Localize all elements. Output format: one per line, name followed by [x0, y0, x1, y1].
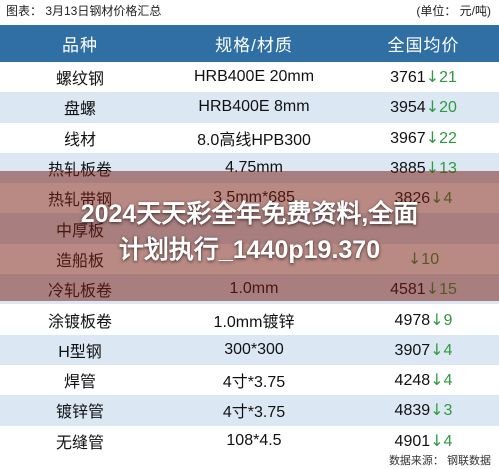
price-change: ↓4 [430, 430, 453, 450]
change-amount: 3 [443, 402, 453, 420]
cell-variety: 螺纹钢 [0, 62, 160, 93]
cell-avg-price: 3761↓21 [348, 62, 499, 93]
price-value: 3954 [390, 99, 426, 117]
price-change: ↓9 [430, 309, 453, 329]
unit-label: (单位： 元/吨) [416, 3, 491, 18]
price-value: 4839 [394, 402, 431, 420]
change-amount: 21 [439, 69, 457, 87]
cell-spec: HRB400E 8mm [160, 92, 348, 123]
data-source: 数据来源： 钢联数据 [388, 455, 491, 467]
table-row: 盘螺 HRB400E 8mm 3954↓20 [0, 92, 499, 123]
cell-avg-price: 4248↓4 [348, 364, 499, 396]
cell-spec: HRB400E 20mm [160, 62, 348, 93]
column-header-spec: 规格/材质 [160, 25, 348, 62]
cell-spec: 8.0高线HPB300 [160, 122, 348, 153]
down-arrow-icon: ↓ [430, 309, 444, 329]
overlay-caption: 2024天天彩全年免费资料,全面 计划执行_1440p19.370 [0, 196, 499, 268]
change-amount: 9 [443, 311, 453, 329]
table-row: 焊管 4寸*3.75 4248↓4 [0, 364, 499, 396]
change-amount: 4 [443, 372, 453, 390]
cell-spec: 300*300 [160, 334, 348, 365]
down-arrow-icon: ↓ [430, 339, 444, 359]
down-arrow-icon: ↓ [425, 67, 440, 87]
table-row: H型钢 300*300 3907↓4 [0, 334, 499, 365]
cell-avg-price: 3967↓22 [348, 122, 499, 153]
down-arrow-icon: ↓ [425, 127, 440, 147]
price-change: ↓4 [430, 339, 453, 359]
price-value: 4901 [394, 432, 431, 450]
down-arrow-icon: ↓ [430, 370, 444, 390]
price-value: 3761 [390, 69, 426, 87]
cell-spec: 4寸*3.75 [160, 364, 348, 396]
change-amount: 20 [439, 99, 457, 117]
cell-spec: 4寸*3.75 [160, 395, 348, 426]
price-change: ↓22 [425, 127, 457, 147]
cell-variety: 焊管 [0, 364, 160, 396]
price-value: 3907 [394, 341, 431, 359]
table-row: 螺纹钢 HRB400E 20mm 3761↓21 [0, 62, 499, 93]
change-amount: 22 [439, 129, 457, 147]
price-value: 4978 [394, 311, 431, 329]
cell-avg-price: 4901↓4 [348, 425, 499, 456]
price-value: 4248 [394, 372, 431, 390]
cell-variety: 线材 [0, 122, 160, 153]
cell-spec: 1.0mm镀锌 [160, 304, 348, 335]
chart-title: 图表： 3月13日钢材价格汇总 [6, 3, 162, 18]
price-value: 3967 [390, 129, 426, 147]
change-amount: 4 [443, 341, 453, 359]
cell-avg-price: 4839↓3 [348, 395, 499, 426]
table-row: 无缝管 108*4.5 4901↓4 [0, 425, 499, 456]
watermark-overlay [0, 171, 499, 301]
price-change: ↓20 [425, 97, 457, 117]
price-change: ↓3 [430, 400, 453, 420]
overlay-line-1: 2024天天彩全年免费资料,全面 [80, 200, 419, 228]
down-arrow-icon: ↓ [430, 400, 444, 420]
overlay-line-2: 计划执行_1440p19.370 [118, 236, 381, 264]
down-arrow-icon: ↓ [425, 97, 440, 117]
cell-variety: 镀锌管 [0, 395, 160, 426]
change-amount: 4 [443, 432, 453, 450]
table-row: 涂镀板卷 1.0mm镀锌 4978↓9 [0, 304, 499, 335]
table-row: 镀锌管 4寸*3.75 4839↓3 [0, 395, 499, 426]
column-header-avg-price: 全国均价 [348, 25, 499, 62]
cell-avg-price: 4978↓9 [348, 304, 499, 335]
cell-variety: 涂镀板卷 [0, 304, 160, 335]
table-row: 线材 8.0高线HPB300 3967↓22 [0, 122, 499, 153]
cell-avg-price: 3907↓4 [348, 334, 499, 365]
cell-variety: 盘螺 [0, 92, 160, 123]
cell-spec: 108*4.5 [160, 425, 348, 456]
cell-variety: H型钢 [0, 334, 160, 365]
down-arrow-icon: ↓ [430, 430, 444, 450]
cell-avg-price: 3954↓20 [348, 92, 499, 123]
top-bar: 图表： 3月13日钢材价格汇总 (单位： 元/吨) [0, 0, 499, 20]
cell-variety: 无缝管 [0, 425, 160, 456]
column-header-variety: 品种 [0, 25, 160, 62]
table-header-row: 品种 规格/材质 全国均价 [0, 25, 499, 62]
price-change: ↓21 [425, 67, 457, 87]
price-change: ↓4 [430, 370, 453, 390]
